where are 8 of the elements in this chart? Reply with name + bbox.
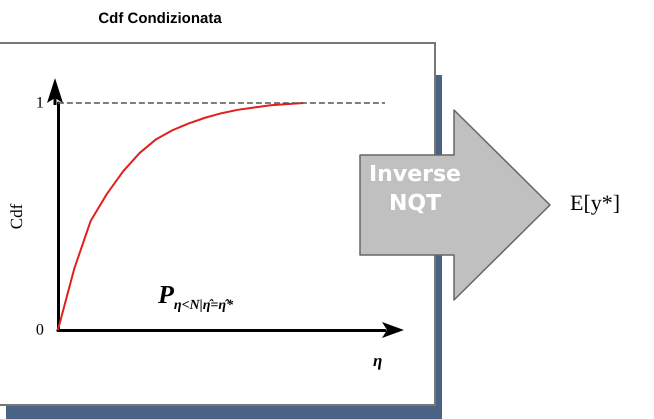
annotation: Inverse NQT xyxy=(368,161,462,218)
y-axis-title: Cdf xyxy=(7,203,26,230)
y-tick-label: 1 xyxy=(36,94,44,112)
x-axis-title: η xyxy=(373,351,382,370)
chart-title: Cdf Condizionata xyxy=(98,10,222,27)
text: E[y*] xyxy=(570,190,620,216)
y-tick-label: 0 xyxy=(36,322,44,338)
annotation: P$_{η<N|η̂=η̂*}$ xyxy=(158,280,234,314)
